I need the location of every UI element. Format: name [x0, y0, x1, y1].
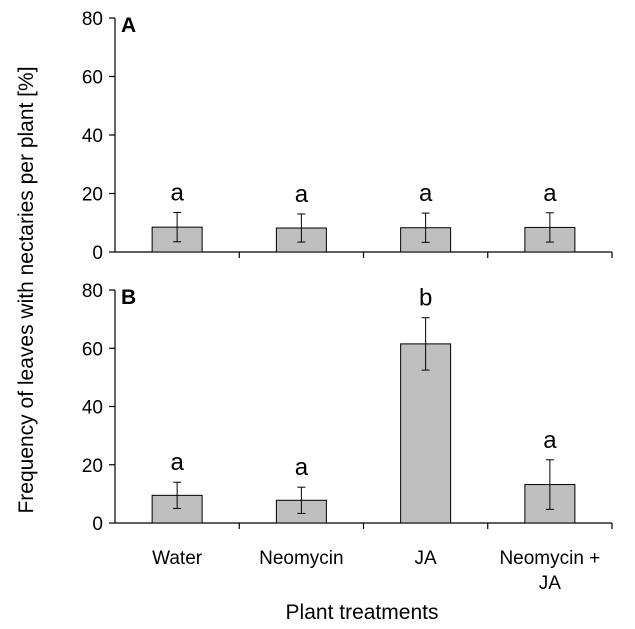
error-bar	[421, 212, 430, 243]
x-axis-title: Plant treatments	[286, 601, 439, 624]
x-tick-label: JA	[415, 548, 438, 569]
x-tick-label: Neomycin	[259, 548, 343, 569]
significance-letter: a	[543, 180, 557, 207]
significance-letter: a	[419, 180, 433, 207]
error-bar	[297, 486, 306, 514]
significance-letter: b	[419, 285, 432, 312]
significance-letter: a	[295, 181, 309, 208]
y-tick-label: 20	[82, 185, 103, 206]
panel-a: 0 20 40 60 80 Aa a a a	[82, 9, 613, 264]
panel-letter: B	[121, 286, 136, 309]
x-tick-label: Neomycin +	[499, 548, 600, 569]
y-tick-label: 80	[82, 9, 103, 30]
x-tick-label-line2: JA	[539, 573, 562, 594]
significance-letter: a	[295, 454, 309, 481]
significance-letter: a	[543, 427, 557, 454]
y-tick-label: 40	[82, 398, 103, 419]
category-axis-labels: Water Neomycin JA Neomycin + JA	[152, 548, 600, 594]
y-tick-label: 0	[92, 514, 103, 535]
y-tick-label: 80	[82, 281, 103, 302]
bar-3	[400, 343, 452, 524]
significance-letter: a	[170, 449, 184, 476]
chart-panels: 0 20 40 60 80 Aa a a a 0 20 40 60 80 Ba a b a	[82, 9, 613, 535]
x-tick-label: Water	[152, 548, 203, 569]
error-bar	[173, 212, 182, 243]
y-tick-label: 40	[82, 126, 103, 147]
error-bar	[173, 481, 182, 509]
panel-letter: A	[121, 14, 136, 37]
y-tick-label: 20	[82, 456, 103, 477]
error-bar	[297, 213, 306, 243]
y-tick-label: 60	[82, 339, 103, 360]
error-bar	[545, 212, 554, 243]
error-bar	[421, 317, 430, 371]
panel-b: 0 20 40 60 80 Ba a b a	[82, 281, 613, 535]
y-tick-label: 60	[82, 68, 103, 89]
significance-letter: a	[170, 180, 184, 207]
y-axis-title: Frequency of leaves with nectaries per p…	[15, 66, 38, 513]
error-bar	[545, 459, 554, 510]
y-tick-label: 0	[92, 243, 103, 264]
